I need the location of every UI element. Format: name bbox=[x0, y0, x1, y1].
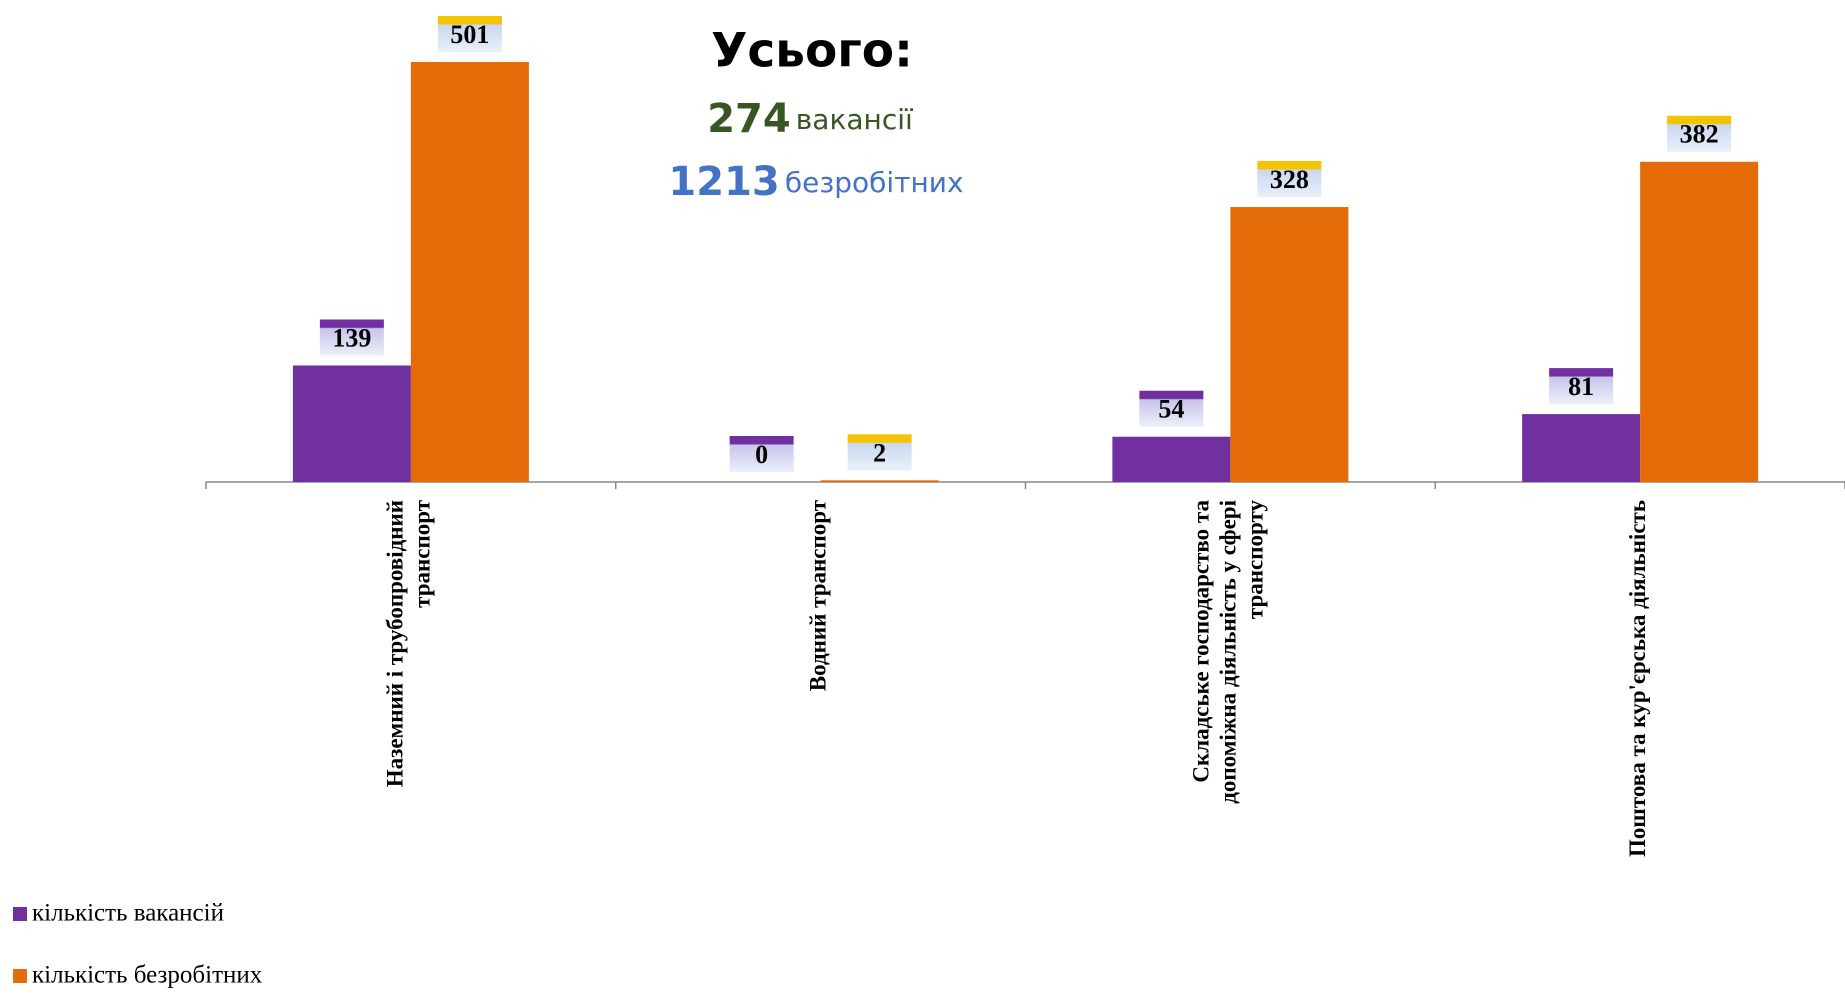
data-label-box bbox=[847, 434, 912, 471]
x-tick-label: Складське господарство тадопоміжна діяль… bbox=[1189, 499, 1268, 803]
legend-swatch bbox=[13, 969, 27, 983]
data-label-box bbox=[729, 436, 794, 472]
data-label-box bbox=[437, 16, 502, 52]
x-tick-label-line: Поштова та кур'єрська діяльність bbox=[1625, 500, 1650, 857]
data-label-box bbox=[1549, 368, 1614, 405]
bar bbox=[1112, 436, 1231, 482]
x-tick-label-line: транспорту bbox=[1243, 500, 1268, 620]
legend-label: кількість безробітних bbox=[32, 962, 263, 989]
total-vacancies-value: 274 bbox=[707, 96, 791, 142]
x-tick-label-line: Наземний і трубопровідний bbox=[383, 500, 408, 787]
x-tick-label-line: допоміжна діяльність у сфері bbox=[1216, 499, 1241, 803]
x-tick-label-line: Водний транспорт bbox=[806, 499, 831, 691]
total-unemployed: 1213 безробітних bbox=[668, 159, 963, 205]
data-label: 501 bbox=[450, 20, 489, 49]
data-label: 0 bbox=[755, 440, 768, 469]
legend-label: кількість вакансій bbox=[32, 900, 224, 927]
data-label-box bbox=[1667, 115, 1732, 152]
total-vacancies-label: вакансії bbox=[796, 103, 913, 136]
total-unemployed-label: безробітних bbox=[785, 166, 964, 199]
data-label: 382 bbox=[1680, 120, 1719, 149]
data-label: 81 bbox=[1568, 372, 1594, 401]
data-label: 54 bbox=[1158, 395, 1184, 424]
bar bbox=[820, 480, 939, 482]
bar bbox=[292, 365, 411, 482]
data-label: 328 bbox=[1270, 165, 1309, 194]
x-tick-label-line: Складське господарство та bbox=[1189, 500, 1214, 783]
data-label: 2 bbox=[873, 438, 886, 467]
x-tick-label: Водний транспорт bbox=[806, 499, 831, 691]
data-label-box bbox=[1139, 390, 1204, 427]
total-unemployed-value: 1213 bbox=[668, 159, 779, 205]
bar bbox=[410, 62, 529, 482]
bar bbox=[1522, 414, 1641, 482]
x-tick-label: Наземний і трубопровіднийтранспорт bbox=[383, 499, 435, 787]
total-title: Усього: bbox=[711, 24, 913, 79]
data-label-box bbox=[319, 319, 384, 356]
x-tick-label: Поштова та кур'єрська діяльність bbox=[1625, 500, 1650, 857]
bar bbox=[1230, 207, 1349, 482]
legend-swatch bbox=[13, 907, 27, 921]
data-label-box bbox=[1257, 161, 1322, 198]
total-vacancies: 274 вакансії bbox=[707, 96, 913, 142]
x-tick-label-line: транспорт bbox=[410, 499, 435, 608]
bar bbox=[1640, 161, 1759, 482]
data-label: 139 bbox=[332, 323, 371, 352]
